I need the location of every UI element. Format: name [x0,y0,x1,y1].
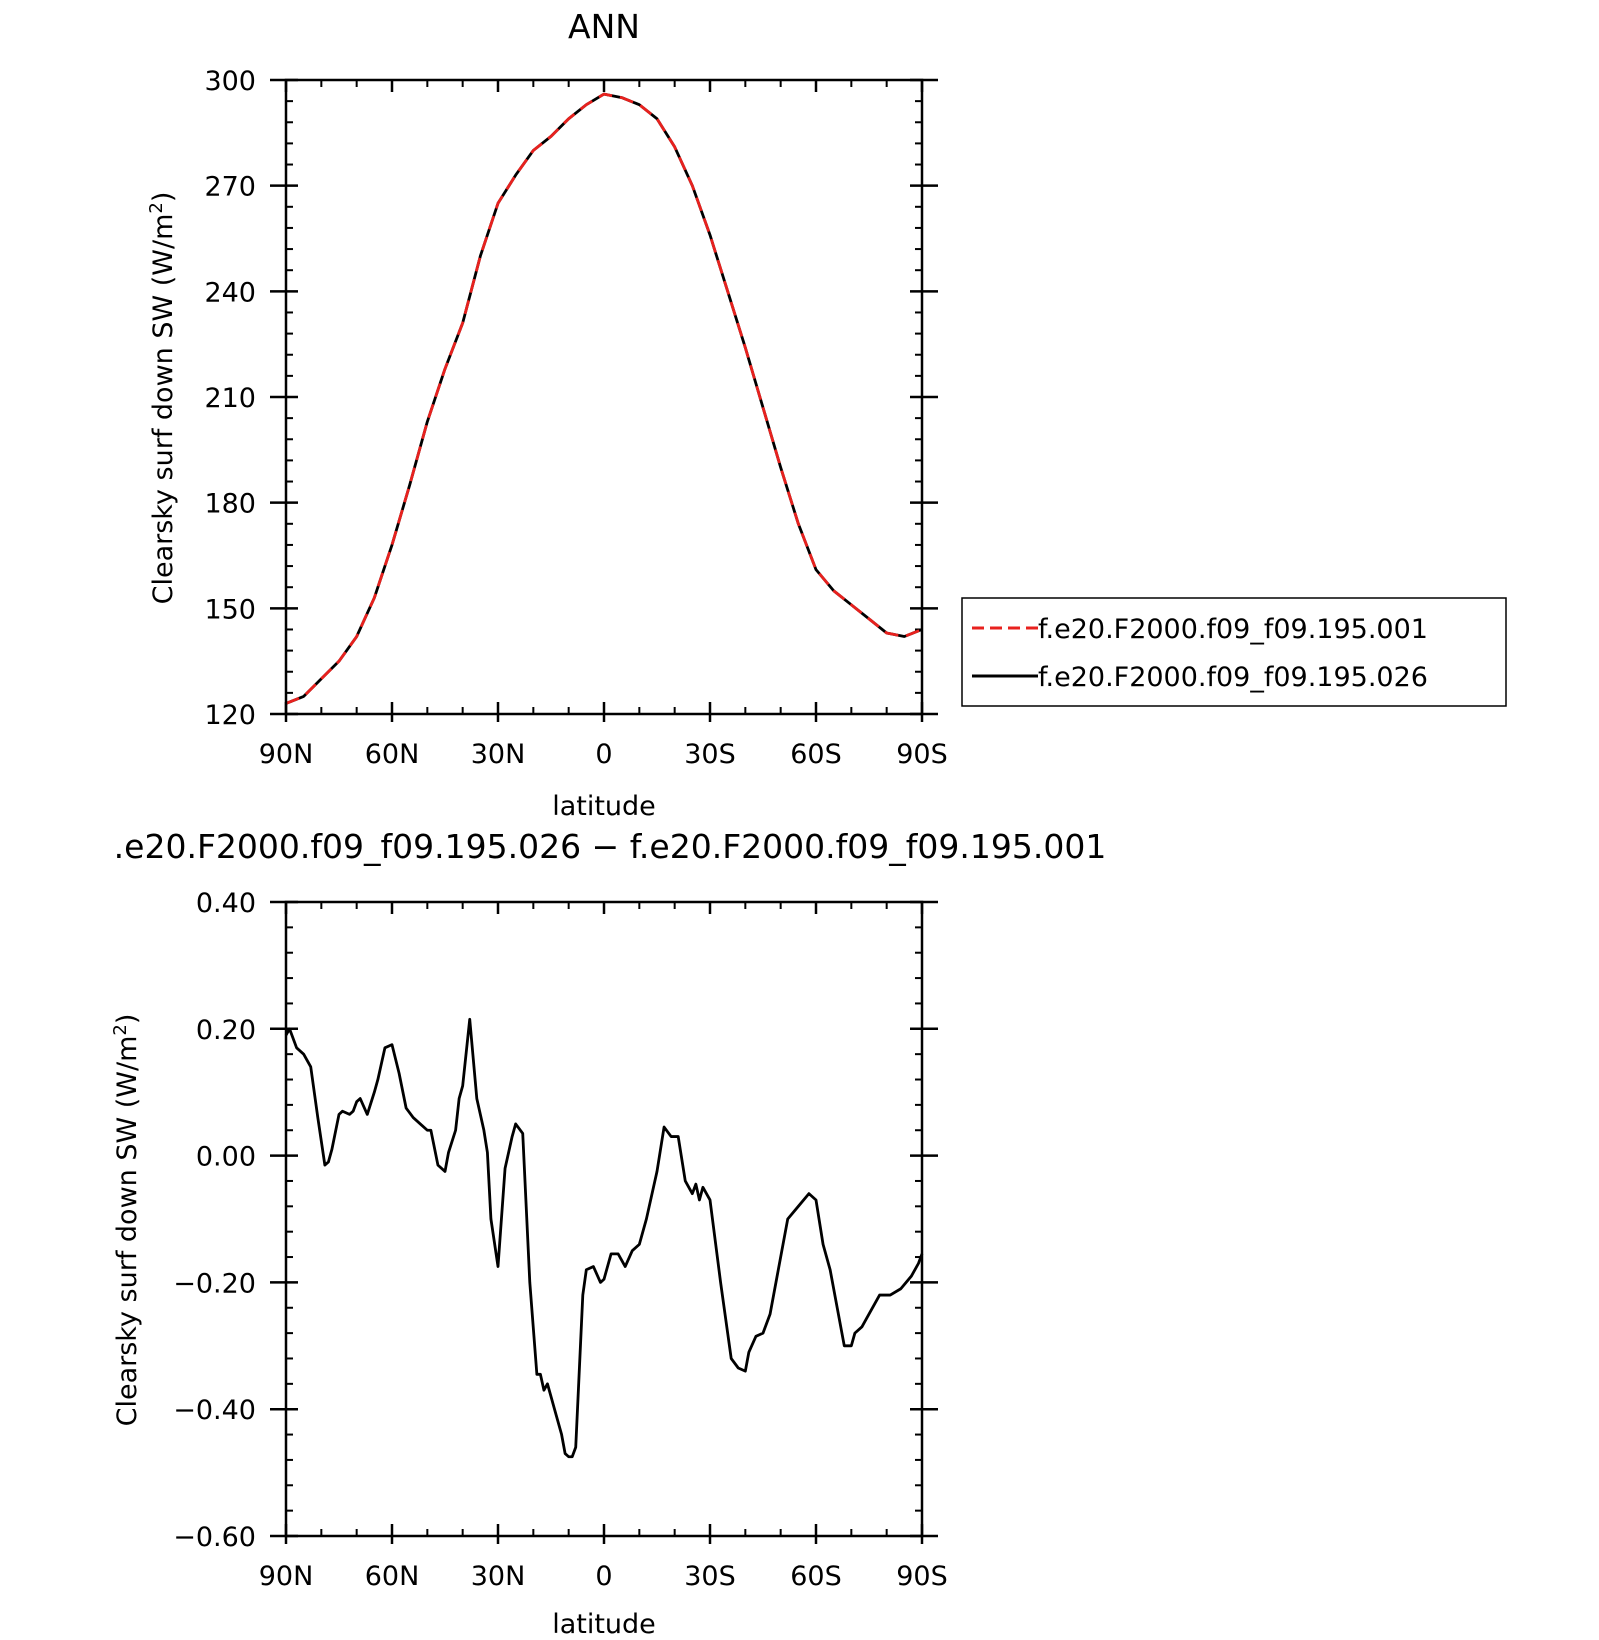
x-tick-label: 60S [790,739,842,770]
y-tick-label: 270 [204,172,256,203]
x-tick-label: 30S [684,739,736,770]
top-panel: ANN 90N 60N 30N 0 30S 60S 90S 120 150 180 210 240 2… [146,7,1507,822]
series-line-1-0 [284,1017,924,1459]
y-tick-label: 0.00 [196,1142,256,1173]
top-x-tick-labels: 90N 60N 30N 0 30S 60S 90S [259,739,948,770]
bottom-y-axis-label-sup: 2 [110,1024,131,1035]
bottom-y-axis-label-close: ) [112,1014,143,1025]
top-y-axis-label-close: ) [148,192,179,203]
y-tick-label: −0.20 [173,1268,256,1299]
bottom-plot-frame [284,900,924,1538]
x-tick-label: 30N [471,739,526,770]
x-tick-label: 90S [896,739,948,770]
y-tick-label: 210 [204,383,256,414]
y-tick-label: 180 [204,489,256,520]
bottom-y-axis-label: Clearsky surf down SW (W/m2) [110,1014,143,1427]
bottom-x-tick-labels: 90N 60N 30N 0 30S 60S 90S [259,1561,948,1592]
bottom-x-axis-label: latitude [552,1609,656,1635]
y-tick-label: 120 [204,700,256,731]
top-y-axis-label-main: Clearsky surf down SW (W/m [148,214,179,605]
y-tick-label: 150 [204,594,256,625]
legend: f.e20.F2000.f09_f09.195.001 f.e20.F2000.… [961,597,1507,707]
legend-label-series-001: f.e20.F2000.f09_f09.195.001 [1038,614,1428,645]
bottom-y-axis-label-main: Clearsky surf down SW (W/m [112,1036,143,1427]
bottom-axis-ticks [270,900,938,1544]
legend-box [961,597,1507,707]
x-tick-label: 90N [259,739,314,770]
series-line-0-1 [285,92,923,705]
top-series-group [285,92,923,705]
top-y-axis-label-sup: 2 [146,202,167,213]
x-tick-label: 30N [471,1561,526,1592]
bottom-chart-title: .e20.F2000.f09_f09.195.026 − f.e20.F2000… [114,827,1107,866]
y-tick-label: 240 [204,277,256,308]
x-tick-label: 0 [595,1561,612,1592]
top-axis-ticks [270,78,938,722]
y-tick-label: −0.40 [173,1395,256,1426]
top-x-axis-label: latitude [552,791,656,822]
top-y-axis-label: Clearsky surf down SW (W/m2) [146,192,179,605]
top-y-tick-labels: 120 150 180 210 240 270 300 [204,66,256,731]
x-tick-label: 30S [684,1561,736,1592]
x-tick-label: 90N [259,1561,314,1592]
x-tick-label: 60N [365,739,420,770]
bottom-panel: .e20.F2000.f09_f09.195.026 − f.e20.F2000… [110,827,1107,1640]
x-tick-label: 60S [790,1561,842,1592]
y-tick-label: −0.60 [173,1522,256,1553]
y-tick-label: 0.20 [196,1015,256,1046]
top-plot-frame [284,78,924,716]
x-tick-label: 0 [595,739,612,770]
series-line-0-0 [285,92,923,705]
x-tick-label: 90S [896,1561,948,1592]
legend-label-series-026: f.e20.F2000.f09_f09.195.026 [1038,662,1428,693]
x-tick-label: 60N [365,1561,420,1592]
top-chart-title: ANN [568,7,640,46]
y-tick-label: 0.40 [196,888,256,919]
bottom-y-tick-labels: −0.60 −0.40 −0.20 0.00 0.20 0.40 [173,888,256,1553]
y-tick-label: 300 [204,66,256,97]
bottom-series-group [284,1017,924,1459]
